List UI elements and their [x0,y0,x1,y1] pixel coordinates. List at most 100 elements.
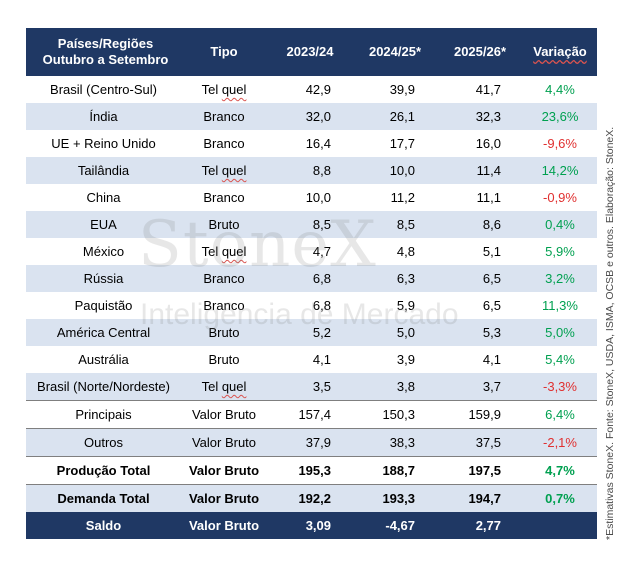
cell-variation: 4,7% [523,456,597,485]
cell-2023-24: 6,8 [267,265,353,292]
source-note: *Estimativas StoneX. Fonte: StoneX, USDA… [604,126,616,540]
cell-2025-26: 4,1 [437,346,523,373]
cell-2024-25: 38,3 [353,428,437,457]
cell-2023-24: 8,5 [267,211,353,238]
cell-type: Bruto [181,211,267,238]
table-row: EUA Bruto 8,5 8,5 8,6 0,4% [26,211,597,238]
table-header-row: Países/Regiões Outubro a Setembro Tipo 2… [26,28,597,76]
cell-2023-24: 3,09 [267,512,353,539]
cell-type: Valor Bruto [181,512,267,539]
cell-2025-26: 3,7 [437,373,523,401]
cell-type: Branco [181,292,267,319]
table-row: América Central Bruto 5,2 5,0 5,3 5,0% [26,319,597,346]
cell-2024-25: 4,8 [353,238,437,265]
cell-2023-24: 157,4 [267,400,353,429]
cell-2024-25: 193,3 [353,484,437,512]
cell-type: Branco [181,130,267,157]
cell-2023-24: 10,0 [267,184,353,211]
cell-2025-26: 2,77 [437,512,523,539]
cell-country: Brasil (Centro-Sul) [26,76,181,103]
cell-type: Valor Bruto [181,456,267,485]
header-variation: Variação [523,28,597,76]
cell-type: Valor Bruto [181,428,267,457]
cell-type: Branco [181,103,267,130]
cell-2024-25: 8,5 [353,211,437,238]
cell-2025-26: 6,5 [437,292,523,319]
cell-variation: 23,6% [523,103,597,130]
cell-country: Rússia [26,265,181,292]
cell-variation: 4,4% [523,76,597,103]
table-row: Produção Total Valor Bruto 195,3 188,7 197,5… [26,456,597,485]
sugar-balance-table: Países/Regiões Outubro a Setembro Tipo 2… [26,28,597,539]
cell-variation [523,512,597,539]
header-countries-line1: Países/Regiões [57,36,154,51]
cell-variation: 11,3% [523,292,597,319]
cell-2023-24: 3,5 [267,373,353,401]
header-countries-line2: Outubro a Setembro [42,52,169,67]
cell-type: Tel quel [181,76,267,103]
table-row: Saldo Valor Bruto 3,09 -4,67 2,77 [26,512,597,539]
cell-2024-25: 150,3 [353,400,437,429]
cell-2025-26: 5,1 [437,238,523,265]
cell-country: UE + Reino Unido [26,130,181,157]
cell-type: Branco [181,184,267,211]
cell-variation: 14,2% [523,157,597,184]
cell-type: Tel quel [181,238,267,265]
cell-variation: -3,3% [523,373,597,401]
cell-2024-25: 3,8 [353,373,437,401]
table-row: México Tel quel 4,7 4,8 5,1 5,9% [26,238,597,265]
cell-2024-25: 5,0 [353,319,437,346]
cell-2025-26: 194,7 [437,484,523,512]
cell-2024-25: -4,67 [353,512,437,539]
cell-country: Outros [26,428,181,457]
cell-type: Tel quel [181,373,267,401]
cell-country: Brasil (Norte/Nordeste) [26,373,181,401]
cell-2024-25: 26,1 [353,103,437,130]
cell-country: China [26,184,181,211]
cell-2023-24: 4,1 [267,346,353,373]
cell-variation: 5,0% [523,319,597,346]
header-2023-24: 2023/24 [267,28,353,76]
header-countries: Países/Regiões Outubro a Setembro [26,28,181,76]
header-variation-label: Variação [533,44,587,59]
cell-2025-26: 159,9 [437,400,523,429]
cell-2023-24: 42,9 [267,76,353,103]
cell-2024-25: 6,3 [353,265,437,292]
cell-2025-26: 197,5 [437,456,523,485]
cell-2023-24: 32,0 [267,103,353,130]
cell-2024-25: 17,7 [353,130,437,157]
cell-type: Bruto [181,346,267,373]
cell-variation: 3,2% [523,265,597,292]
cell-country: Paquistão [26,292,181,319]
cell-variation: -9,6% [523,130,597,157]
cell-country: EUA [26,211,181,238]
cell-2023-24: 6,8 [267,292,353,319]
table-row: China Branco 10,0 11,2 11,1 -0,9% [26,184,597,211]
cell-variation: 0,4% [523,211,597,238]
cell-variation: 5,9% [523,238,597,265]
cell-2025-26: 8,6 [437,211,523,238]
table-row: Principais Valor Bruto 157,4 150,3 159,9 6,4% [26,400,597,429]
cell-country: México [26,238,181,265]
cell-2025-26: 5,3 [437,319,523,346]
cell-2025-26: 41,7 [437,76,523,103]
cell-2025-26: 32,3 [437,103,523,130]
cell-2023-24: 4,7 [267,238,353,265]
table-row: UE + Reino Unido Branco 16,4 17,7 16,0 -9,6% [26,130,597,157]
cell-variation: -2,1% [523,428,597,457]
cell-2023-24: 5,2 [267,319,353,346]
table-body: Brasil (Centro-Sul) Tel quel 42,9 39,9 41,7 4… [26,76,597,539]
table-row: Brasil (Norte/Nordeste) Tel quel 3,5 3,8 3,7… [26,373,597,401]
cell-2024-25: 188,7 [353,456,437,485]
cell-country: Demanda Total [26,484,181,512]
table-row: Tailândia Tel quel 8,8 10,0 11,4 14,2% [26,157,597,184]
header-type: Tipo [181,28,267,76]
table-row: Índia Branco 32,0 26,1 32,3 23,6% [26,103,597,130]
cell-2025-26: 11,1 [437,184,523,211]
cell-country: Principais [26,400,181,429]
sugar-balance-table-container: Países/Regiões Outubro a Setembro Tipo 2… [26,28,597,539]
table-row: Austrália Bruto 4,1 3,9 4,1 5,4% [26,346,597,373]
cell-2024-25: 3,9 [353,346,437,373]
header-2024-25: 2024/25* [353,28,437,76]
cell-2025-26: 16,0 [437,130,523,157]
